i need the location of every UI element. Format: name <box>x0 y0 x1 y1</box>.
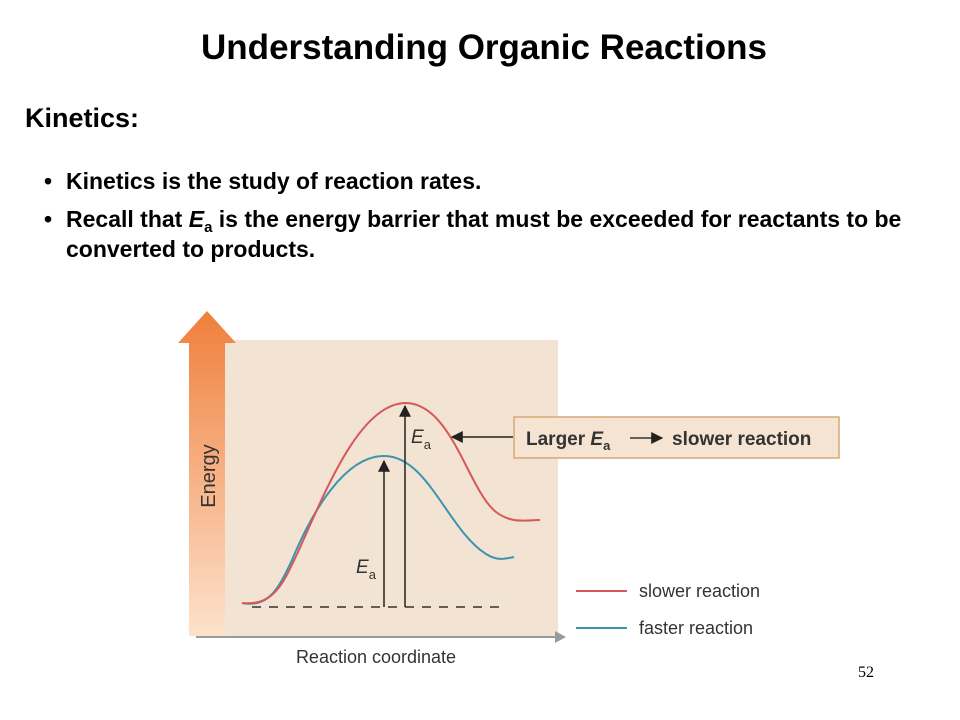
callout-suffix: slower reaction <box>672 429 811 450</box>
bullet-item-energy-barrier: • Recall that Ea is the energy barrier t… <box>44 204 904 264</box>
energy-axis-label: Energy <box>198 444 220 507</box>
bullet-text-pre: Recall that <box>66 206 189 232</box>
ea-letter: E <box>356 557 369 578</box>
legend-label-faster: faster reaction <box>639 618 753 638</box>
callout-ea-letter: E <box>590 429 604 450</box>
ea-letter: E <box>411 427 424 448</box>
slower-ea-label: Ea <box>411 427 432 452</box>
energy-axis-arrow <box>178 311 236 636</box>
x-axis-label: Reaction coordinate <box>296 647 456 667</box>
bullet-marker: • <box>44 168 53 194</box>
bullet-text-post: is the energy barrier that must be excee… <box>66 206 902 262</box>
bullet-item-kinetics: • Kinetics is the study of reaction rate… <box>44 166 904 196</box>
bullet-marker: • <box>44 206 53 232</box>
ea-subscript: a <box>204 219 213 236</box>
page-number: 52 <box>858 664 874 681</box>
faster-reaction-curve <box>241 454 515 605</box>
ea-symbol: E <box>188 206 205 232</box>
slide-title: Understanding Organic Reactions <box>201 28 767 67</box>
callout-text-left: Larger Ea <box>526 429 611 453</box>
bullet-list: • Kinetics is the study of reaction rate… <box>44 166 904 272</box>
ea-subscript: a <box>424 437 432 452</box>
section-heading: Kinetics: <box>25 103 140 133</box>
faster-ea-label: Ea <box>356 557 377 582</box>
ea-subscript: a <box>369 567 377 582</box>
callout-prefix: Larger <box>526 429 590 450</box>
legend-label-slower: slower reaction <box>639 581 760 601</box>
slower-reaction-curve <box>241 401 541 605</box>
bullet-text: Kinetics is the study of reaction rates. <box>66 168 482 194</box>
x-axis-arrowhead <box>555 631 566 643</box>
callout-box <box>514 417 839 458</box>
callout-box-border <box>513 416 840 459</box>
callout-ea-subscript: a <box>603 438 611 453</box>
